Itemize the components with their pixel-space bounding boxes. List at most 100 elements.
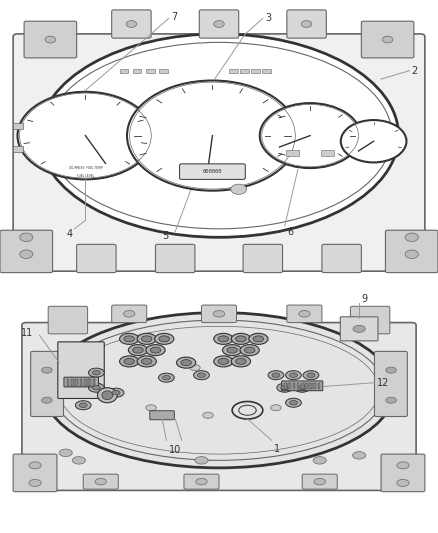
Bar xyxy=(262,69,271,74)
Circle shape xyxy=(271,405,281,411)
Circle shape xyxy=(155,333,174,344)
Circle shape xyxy=(88,383,104,392)
FancyBboxPatch shape xyxy=(282,381,323,391)
Bar xyxy=(301,383,304,390)
Circle shape xyxy=(79,403,87,408)
FancyBboxPatch shape xyxy=(201,305,237,322)
FancyBboxPatch shape xyxy=(180,164,245,180)
Ellipse shape xyxy=(44,312,394,468)
FancyBboxPatch shape xyxy=(243,244,283,272)
Circle shape xyxy=(162,375,170,380)
Circle shape xyxy=(260,103,360,168)
Circle shape xyxy=(249,333,268,344)
Bar xyxy=(297,383,299,390)
Circle shape xyxy=(92,370,100,375)
Bar xyxy=(229,69,238,74)
Circle shape xyxy=(20,250,33,259)
Bar xyxy=(67,379,69,386)
Circle shape xyxy=(159,373,174,382)
Bar xyxy=(309,383,312,390)
Text: 12: 12 xyxy=(377,378,389,387)
Circle shape xyxy=(253,336,264,342)
Circle shape xyxy=(314,479,325,485)
FancyBboxPatch shape xyxy=(287,10,326,38)
Circle shape xyxy=(299,311,310,317)
Circle shape xyxy=(137,356,156,367)
Circle shape xyxy=(159,336,170,342)
Bar xyxy=(75,379,78,386)
Bar xyxy=(293,383,295,390)
Circle shape xyxy=(124,311,135,317)
Circle shape xyxy=(307,373,315,377)
Circle shape xyxy=(108,388,124,397)
Circle shape xyxy=(20,233,33,241)
Circle shape xyxy=(397,462,409,469)
Circle shape xyxy=(303,370,319,379)
FancyBboxPatch shape xyxy=(64,377,99,387)
Circle shape xyxy=(223,345,242,356)
Bar xyxy=(93,379,95,386)
Circle shape xyxy=(382,36,393,43)
Ellipse shape xyxy=(102,391,113,400)
FancyBboxPatch shape xyxy=(112,10,151,38)
Circle shape xyxy=(313,457,326,464)
FancyBboxPatch shape xyxy=(83,474,118,489)
Circle shape xyxy=(124,358,134,365)
FancyBboxPatch shape xyxy=(0,230,53,272)
FancyBboxPatch shape xyxy=(13,34,425,271)
Circle shape xyxy=(190,365,200,370)
Circle shape xyxy=(213,311,225,317)
Circle shape xyxy=(218,336,229,342)
FancyBboxPatch shape xyxy=(385,230,438,272)
FancyBboxPatch shape xyxy=(112,305,147,322)
Circle shape xyxy=(405,233,418,241)
Bar xyxy=(159,69,168,74)
FancyBboxPatch shape xyxy=(340,317,378,341)
Circle shape xyxy=(146,405,156,411)
Circle shape xyxy=(112,391,120,395)
Circle shape xyxy=(231,184,247,195)
FancyBboxPatch shape xyxy=(155,244,195,272)
Circle shape xyxy=(120,356,139,367)
Circle shape xyxy=(214,333,233,344)
FancyBboxPatch shape xyxy=(350,306,390,334)
Circle shape xyxy=(353,451,366,459)
Circle shape xyxy=(196,479,207,485)
Text: 7: 7 xyxy=(171,12,177,22)
Circle shape xyxy=(181,360,191,366)
Circle shape xyxy=(290,400,297,405)
Circle shape xyxy=(286,398,301,407)
Text: OIL/PRESS  FUEL TEMP: OIL/PRESS FUEL TEMP xyxy=(69,166,102,171)
Circle shape xyxy=(386,397,396,403)
Circle shape xyxy=(95,479,106,485)
Bar xyxy=(314,383,316,390)
Circle shape xyxy=(150,347,161,353)
Text: 6: 6 xyxy=(287,227,293,237)
FancyBboxPatch shape xyxy=(48,306,88,334)
Circle shape xyxy=(236,336,246,342)
Circle shape xyxy=(397,479,409,487)
Text: 5: 5 xyxy=(162,231,169,241)
Circle shape xyxy=(75,401,91,410)
FancyBboxPatch shape xyxy=(24,21,77,58)
Bar xyxy=(133,69,141,74)
FancyBboxPatch shape xyxy=(13,454,57,491)
FancyBboxPatch shape xyxy=(381,454,425,491)
Circle shape xyxy=(298,385,306,390)
Circle shape xyxy=(59,449,72,457)
Text: 2: 2 xyxy=(411,66,417,76)
Circle shape xyxy=(236,358,246,365)
FancyBboxPatch shape xyxy=(22,322,416,490)
Circle shape xyxy=(124,336,134,342)
Bar xyxy=(13,146,23,152)
Bar xyxy=(120,69,128,74)
FancyBboxPatch shape xyxy=(361,21,414,58)
Circle shape xyxy=(137,333,156,344)
Circle shape xyxy=(405,250,418,259)
Bar xyxy=(305,383,307,390)
Circle shape xyxy=(240,345,259,356)
Circle shape xyxy=(42,367,52,373)
Bar xyxy=(240,69,249,74)
Circle shape xyxy=(290,373,297,377)
Circle shape xyxy=(88,368,104,377)
